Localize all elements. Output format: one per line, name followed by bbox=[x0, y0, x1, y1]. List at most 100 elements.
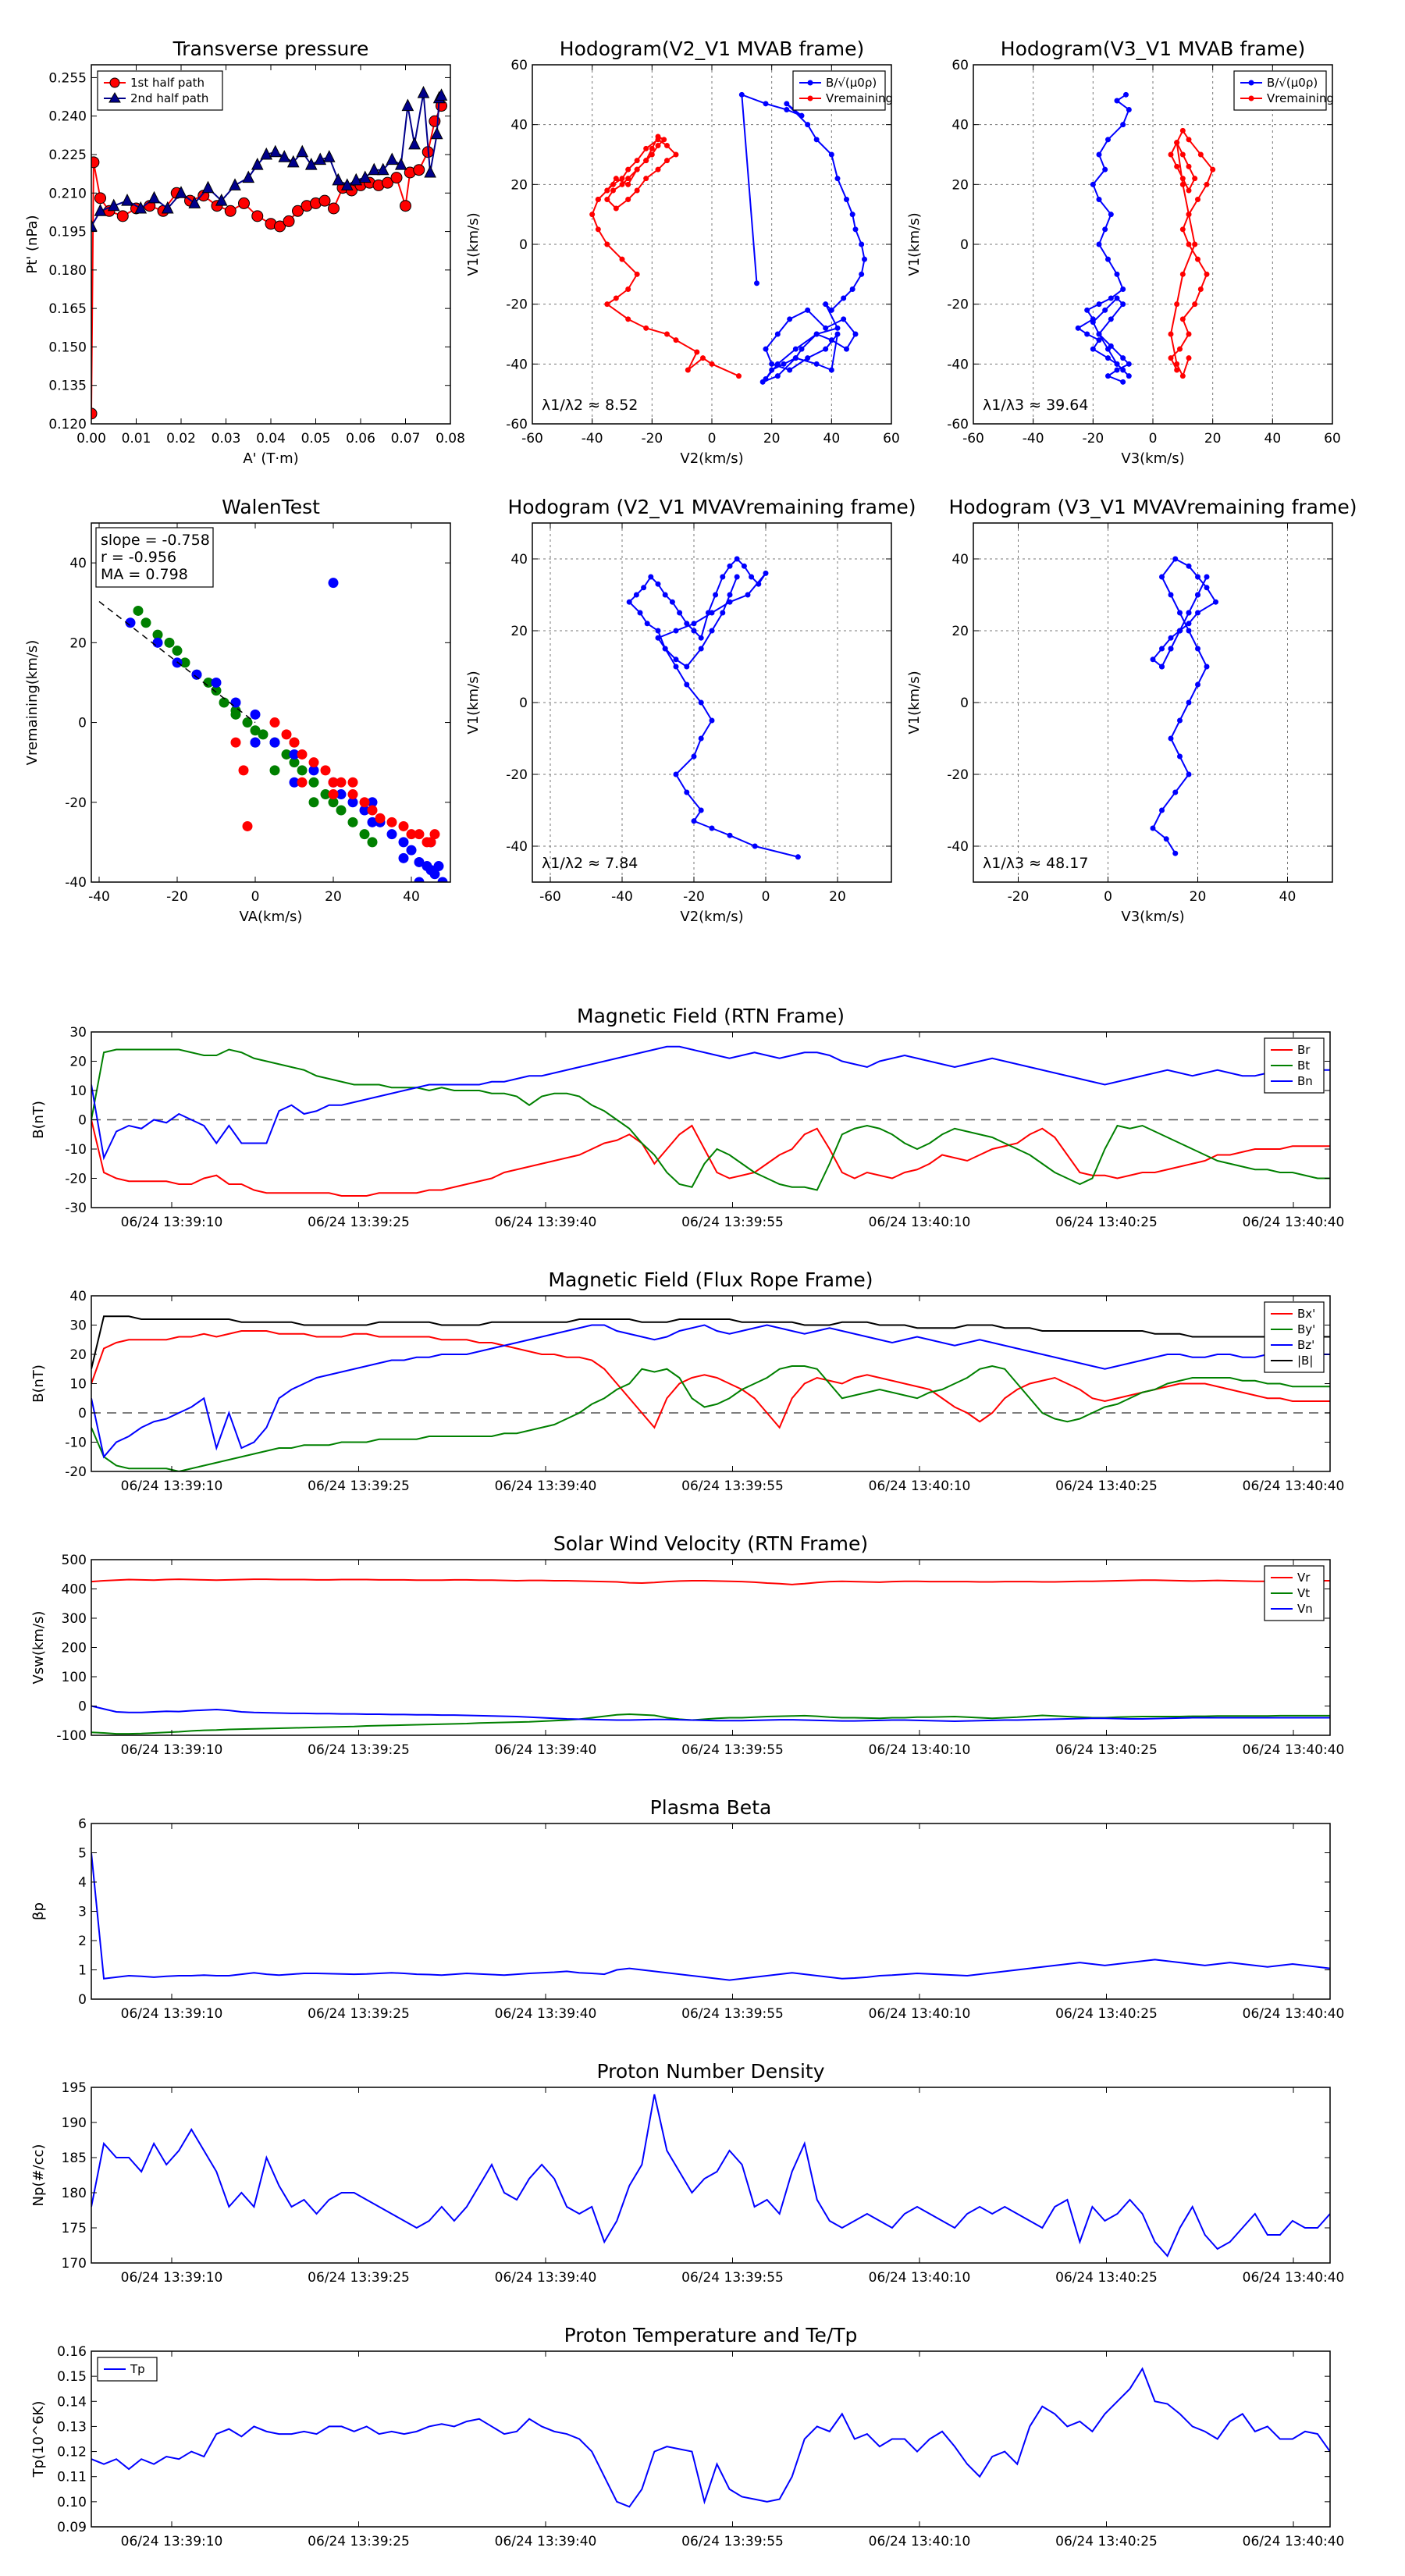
data-point bbox=[1090, 319, 1096, 326]
data-point bbox=[1105, 373, 1111, 379]
data-point bbox=[805, 307, 811, 313]
stats-line: slope = -0.758 bbox=[101, 532, 210, 549]
data-point bbox=[359, 829, 370, 840]
data-point bbox=[1168, 355, 1174, 361]
data-point bbox=[664, 158, 670, 164]
data-point bbox=[367, 837, 378, 848]
x-tick-label: 06/24 13:39:25 bbox=[308, 1215, 410, 1230]
data-point bbox=[792, 346, 799, 352]
data-point bbox=[1168, 331, 1174, 337]
data-point bbox=[673, 664, 679, 670]
series-line-bn bbox=[91, 1045, 1330, 1161]
data-point bbox=[844, 197, 849, 202]
data-point bbox=[1096, 331, 1102, 337]
data-point bbox=[756, 581, 762, 587]
data-point bbox=[152, 629, 163, 640]
data-point bbox=[1126, 361, 1132, 367]
axes-frame bbox=[532, 64, 892, 425]
y-tick-label: 0.12 bbox=[57, 2445, 87, 2460]
data-point bbox=[691, 818, 697, 824]
data-point bbox=[1197, 151, 1204, 158]
x-tick-label: -20 bbox=[1082, 431, 1104, 447]
y-tick-label: -60 bbox=[947, 417, 969, 432]
x-tick-label: 06/24 13:39:55 bbox=[681, 2270, 784, 2286]
y-tick-label: 30 bbox=[69, 1025, 87, 1041]
legend-marker bbox=[109, 77, 120, 88]
data-point bbox=[340, 178, 354, 190]
data-point bbox=[634, 158, 640, 164]
data-point bbox=[1075, 325, 1081, 331]
x-tick-label: -40 bbox=[1023, 431, 1044, 447]
data-point bbox=[230, 709, 241, 720]
data-point bbox=[828, 367, 834, 373]
x-tick-label: -60 bbox=[539, 889, 561, 905]
y-tick-label: 2 bbox=[78, 1934, 87, 1949]
y-axis-label: B(nT) bbox=[30, 1364, 47, 1403]
data-point bbox=[1195, 197, 1200, 202]
data-point bbox=[332, 173, 345, 186]
data-point bbox=[1179, 373, 1186, 379]
data-point bbox=[359, 797, 370, 808]
data-point bbox=[1186, 355, 1192, 361]
y-tick-label: 60 bbox=[951, 58, 969, 73]
data-point bbox=[91, 156, 100, 169]
y-tick-label: 0 bbox=[519, 237, 528, 253]
data-point bbox=[242, 820, 253, 831]
data-point bbox=[625, 316, 631, 322]
data-point bbox=[1108, 295, 1114, 301]
series-line-b bbox=[91, 1315, 1330, 1369]
data-point bbox=[1168, 592, 1174, 598]
y-tick-label: -30 bbox=[65, 1201, 87, 1216]
data-point bbox=[1179, 176, 1186, 182]
data-point bbox=[175, 186, 187, 198]
data-point bbox=[828, 151, 834, 158]
data-point bbox=[1084, 331, 1090, 337]
data-point bbox=[238, 765, 249, 776]
data-point bbox=[289, 777, 300, 788]
legend-label: Vremaining bbox=[1267, 91, 1334, 105]
y-tick-label: 20 bbox=[951, 624, 969, 639]
data-point bbox=[281, 729, 292, 740]
chart-title: Proton Number Density bbox=[597, 2060, 825, 2083]
data-point bbox=[799, 112, 805, 119]
y-tick-label: 0 bbox=[78, 1699, 87, 1715]
data-point bbox=[328, 578, 339, 589]
data-point bbox=[91, 407, 98, 420]
data-point bbox=[589, 212, 596, 218]
data-point bbox=[664, 143, 670, 148]
data-point bbox=[1108, 343, 1114, 349]
data-point bbox=[669, 599, 675, 605]
data-point bbox=[1186, 241, 1192, 247]
data-point bbox=[1120, 355, 1126, 361]
data-point bbox=[152, 637, 163, 648]
axes-frame bbox=[91, 64, 451, 425]
data-point bbox=[1179, 316, 1186, 322]
data-point bbox=[1186, 621, 1192, 627]
legend-label: 1st half path bbox=[130, 76, 205, 90]
data-point bbox=[673, 337, 679, 343]
data-point bbox=[435, 88, 448, 101]
data-point bbox=[745, 592, 751, 598]
data-point bbox=[1159, 574, 1165, 580]
data-point bbox=[1195, 256, 1200, 262]
chart-bfield_fr: Magnetic Field (Flux Rope Frame) -20 -10 0 1… bbox=[30, 1268, 1344, 1494]
data-point bbox=[604, 301, 610, 308]
data-point bbox=[1114, 98, 1120, 104]
data-point bbox=[1120, 122, 1126, 128]
data-point bbox=[1204, 271, 1210, 277]
x-tick-label: 06/24 13:39:55 bbox=[681, 2534, 784, 2549]
y-tick-label: 195 bbox=[62, 2080, 87, 2096]
data-point bbox=[1090, 346, 1096, 352]
data-point bbox=[242, 170, 255, 183]
series-line-tp bbox=[91, 2367, 1330, 2508]
data-point bbox=[684, 681, 690, 688]
data-point bbox=[795, 854, 801, 860]
data-point bbox=[1126, 107, 1132, 112]
data-point bbox=[698, 735, 704, 742]
y-tick-label: 20 bbox=[510, 177, 528, 193]
series-line-br bbox=[91, 1119, 1330, 1197]
y-tick-label: 0 bbox=[78, 1113, 87, 1129]
plot-area bbox=[91, 2094, 1330, 2258]
